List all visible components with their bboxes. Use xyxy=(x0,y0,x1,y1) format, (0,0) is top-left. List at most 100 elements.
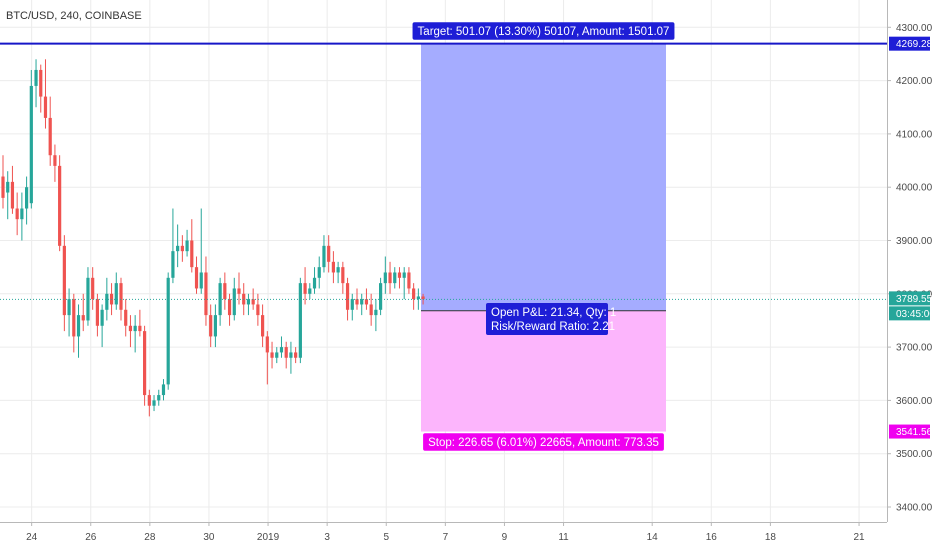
candle-body xyxy=(100,309,104,326)
price-overlays: Target: 501.07 (13.30%) 50107, Amount: 1… xyxy=(0,22,887,451)
pnl-label-bg xyxy=(486,303,608,335)
candle-body xyxy=(161,384,166,396)
candle-body xyxy=(20,208,24,220)
candle-body xyxy=(308,288,312,294)
pnl-label[interactable]: Open P&L: 21.34, Qty: 1 Risk/Reward Ratio… xyxy=(486,303,616,335)
candle-body xyxy=(157,395,161,401)
candle-body xyxy=(15,208,19,220)
candle-body xyxy=(25,187,29,209)
candle-body xyxy=(218,283,222,316)
target-price-tag: 4269.28 xyxy=(889,36,932,51)
candle-body xyxy=(397,272,402,278)
x-tick-label: 28 xyxy=(144,532,156,543)
candle-body xyxy=(360,299,364,305)
candle-body xyxy=(402,272,406,278)
symbol-label: BTC/USD, 240, COINBASE xyxy=(6,10,142,22)
candle-body xyxy=(209,315,213,337)
candle-body xyxy=(412,288,416,300)
candle-body xyxy=(124,309,128,326)
candle-body xyxy=(331,261,335,273)
candle-body xyxy=(180,245,184,252)
candle-body xyxy=(81,315,85,321)
candle-body xyxy=(133,325,137,332)
candle-body xyxy=(227,299,232,316)
x-tick-label: 26 xyxy=(85,532,97,543)
candle-body xyxy=(223,283,227,300)
candle-body xyxy=(237,288,241,294)
candle-body xyxy=(10,181,15,209)
candle-body xyxy=(265,336,269,353)
candle-body xyxy=(284,347,288,358)
price-axis-bg xyxy=(887,0,932,550)
candlestick-series xyxy=(1,59,425,417)
y-tick-label: 3600.00 xyxy=(896,396,932,407)
candle-body xyxy=(138,325,142,332)
pnl-text: Open P&L: 21.34, Qty: 1 xyxy=(491,307,616,319)
target-price-tag-text: 4269.28 xyxy=(896,39,932,50)
stop-label-bg xyxy=(423,433,664,451)
candle-body xyxy=(232,288,236,316)
candle-body xyxy=(374,309,378,316)
x-tick-label: 14 xyxy=(647,532,659,543)
candle-body xyxy=(388,272,392,284)
candle-body xyxy=(298,283,302,358)
risk-reward-text: Risk/Reward Ratio: 2.21 xyxy=(491,321,615,333)
y-tick-label: 3900.00 xyxy=(896,236,932,247)
countdown-tag-bg xyxy=(889,306,930,321)
target-label[interactable]: Target: 501.07 (13.30%) 50107, Amount: 1… xyxy=(412,22,675,40)
candle-body xyxy=(58,165,62,246)
candle-body xyxy=(166,277,170,385)
candle-body xyxy=(270,352,274,358)
candle-body xyxy=(275,352,279,358)
x-tick-label: 11 xyxy=(558,532,569,543)
stop-price-tag: 3541.56 xyxy=(889,424,932,439)
countdown-tag: 03:45:00 xyxy=(889,306,932,321)
candle-body xyxy=(114,283,118,305)
candle-body xyxy=(289,352,293,358)
target-zone[interactable] xyxy=(421,43,666,311)
x-tick-label: 30 xyxy=(203,532,215,543)
stop-price-tag-bg xyxy=(889,424,930,439)
candle-body xyxy=(279,347,284,353)
candle-body xyxy=(185,240,189,252)
candle-body xyxy=(251,299,255,305)
x-tick-label: 24 xyxy=(26,532,38,543)
y-tick-label: 3400.00 xyxy=(896,503,932,514)
candle-body xyxy=(294,352,298,358)
candle-body xyxy=(34,69,38,86)
candle-body xyxy=(350,299,354,310)
candle-body xyxy=(67,299,71,316)
candle-body xyxy=(383,272,387,284)
candle-body xyxy=(171,251,175,278)
candle-body xyxy=(317,267,321,278)
candle-body xyxy=(72,299,76,337)
candle-body xyxy=(213,315,217,337)
candle-body xyxy=(194,267,199,289)
candle-body xyxy=(143,331,147,396)
candle-body xyxy=(421,296,425,300)
stop-label[interactable]: Stop: 226.65 (6.01%) 22665, Amount: 773.… xyxy=(423,433,664,451)
candle-body xyxy=(379,283,383,310)
candle-body xyxy=(199,272,203,289)
candle-body xyxy=(256,304,260,316)
long-position-tool[interactable] xyxy=(421,43,666,432)
candle-body xyxy=(204,272,208,316)
candle-body xyxy=(322,245,326,268)
y-tick-label: 3700.00 xyxy=(896,343,932,354)
candle-body xyxy=(345,283,350,310)
candle-body xyxy=(105,293,109,310)
x-tick-label: 16 xyxy=(706,532,718,543)
target-label-bg xyxy=(412,22,675,40)
countdown-tag-text: 03:45:00 xyxy=(896,309,932,320)
x-tick-label: 3 xyxy=(324,532,330,543)
time-axis-bg xyxy=(0,522,887,550)
candle-body xyxy=(327,245,331,262)
x-tick-label: 7 xyxy=(443,532,449,543)
candle-body xyxy=(190,240,194,268)
x-tick-label: 2019 xyxy=(257,532,280,543)
candle-body xyxy=(355,299,359,305)
candle-body xyxy=(246,299,251,305)
y-tick-label: 3500.00 xyxy=(896,449,932,460)
